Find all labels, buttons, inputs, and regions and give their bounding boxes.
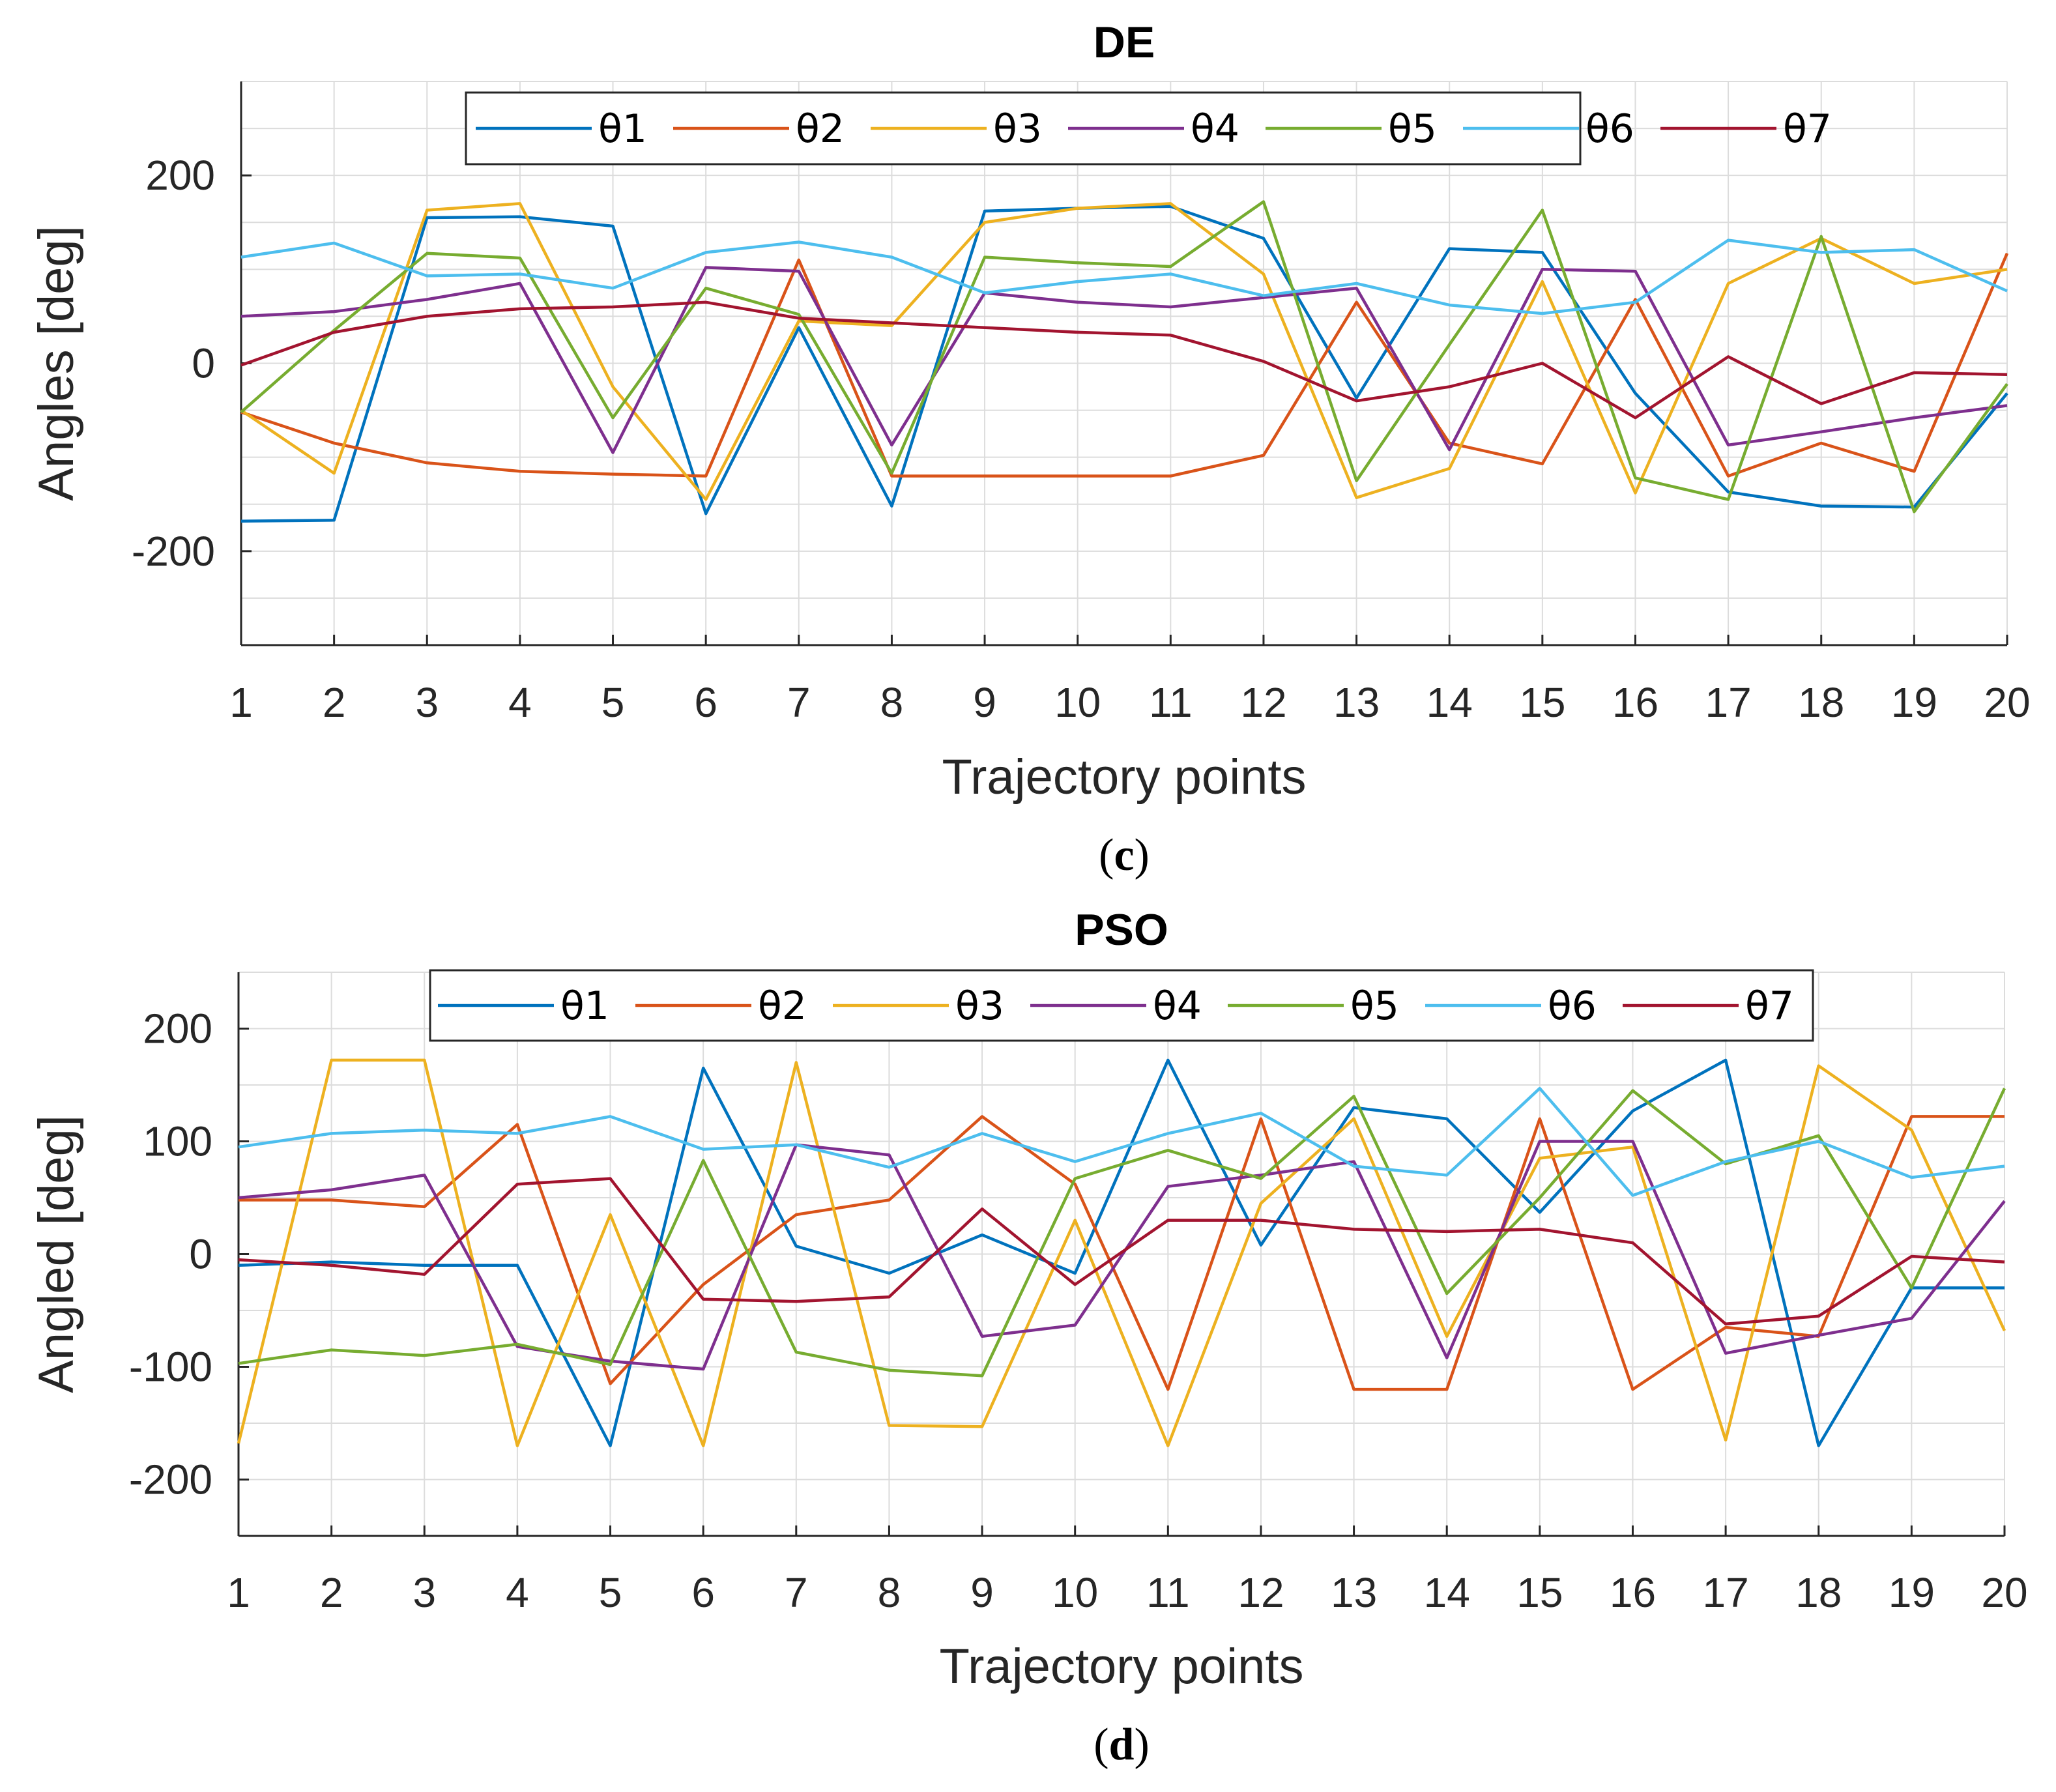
x-tick-label: 15: [1516, 1569, 1563, 1616]
chart-panel-c: 1 2 3 4 5 6 7 8 9 10 11 12 13 14 15 16 17 18 19 20-2000200θ…: [29, 18, 2031, 880]
x-tick-label: 2: [320, 1569, 343, 1616]
x-tick-label: 14: [1426, 679, 1473, 726]
legend-entry-6: θ6: [1548, 983, 1597, 1029]
x-tick-label: 19: [1891, 679, 1937, 726]
series-line-6: [240, 238, 2008, 315]
legend-entry-7: θ7: [1745, 983, 1794, 1029]
series-line-4: [240, 266, 2008, 454]
x-tick-label: 1: [229, 679, 253, 726]
x-tick-label: 3: [415, 679, 439, 726]
chart-title: PSO: [1075, 905, 1168, 955]
legend-entry-1: θ1: [598, 106, 647, 152]
x-tick-label: 13: [1333, 679, 1380, 726]
x-tick-label: 4: [506, 1569, 529, 1616]
series-line-2: [239, 1115, 2005, 1391]
x-tick-label: 14: [1424, 1569, 1470, 1616]
y-axis-label: Angled [deg]: [29, 1115, 84, 1393]
y-tick-label: 200: [145, 152, 215, 199]
x-tick-label: 6: [694, 679, 717, 726]
legend: θ1 θ2 θ3 θ4 θ5 θ6 θ7: [429, 969, 1814, 1042]
x-tick-label: 6: [691, 1569, 715, 1616]
legend-entry-3: θ3: [955, 983, 1004, 1029]
panel-caption: (d): [1093, 1720, 1150, 1770]
x-tick-label: 19: [1889, 1569, 1935, 1616]
x-tick-label: 20: [1984, 679, 2030, 726]
x-axis-label: Trajectory points: [940, 1639, 1304, 1694]
caption-close-paren: ): [1135, 830, 1150, 880]
x-tick-label: 10: [1054, 679, 1101, 726]
legend-entry-5: θ5: [1388, 106, 1437, 152]
series-line-7: [240, 300, 2008, 420]
legend-entry-7: θ7: [1783, 106, 1832, 152]
legend-entry-5: θ5: [1350, 983, 1399, 1029]
x-tick-label: 16: [1610, 1569, 1656, 1616]
x-tick-label: 7: [787, 679, 811, 726]
x-tick-label: 4: [508, 679, 532, 726]
x-tick-label: 15: [1519, 679, 1565, 726]
legend-entry-1: θ1: [560, 983, 609, 1029]
x-tick-label: 9: [970, 1569, 994, 1616]
series-line-5: [238, 1088, 2006, 1378]
legend-entry-2: θ2: [796, 106, 845, 152]
legend-entry-4: θ4: [1153, 983, 1202, 1029]
x-tick-label: 16: [1612, 679, 1658, 726]
x-tick-label: 13: [1331, 1569, 1377, 1616]
caption-letter: c: [1114, 830, 1134, 880]
y-tick-label: 100: [143, 1118, 212, 1165]
x-tick-label: 2: [323, 679, 346, 726]
series-line-2: [240, 252, 2009, 478]
y-tick-label: -200: [132, 528, 215, 575]
x-tick-label: 5: [599, 1569, 622, 1616]
caption-close-paren: ): [1134, 1720, 1149, 1770]
series-line-1: [238, 1058, 2005, 1447]
x-tick-label: 8: [880, 679, 904, 726]
y-tick-label: 200: [143, 1005, 212, 1052]
x-tick-label: 12: [1238, 1569, 1284, 1616]
x-tick-label: 17: [1703, 1569, 1749, 1616]
legend-box: [465, 91, 1582, 166]
series-line-3: [237, 1058, 2006, 1447]
panel-caption: (c): [1099, 830, 1150, 880]
y-tick-label: 0: [192, 340, 215, 387]
y-tick-label: 0: [189, 1231, 212, 1278]
x-tick-label: 11: [1149, 679, 1192, 726]
chart-panel-d: 1 2 3 4 5 6 7 8 9 10 11 12 13 14 15 16 17 18 19 20-200-1000…: [29, 905, 2028, 1770]
legend-entry-6: θ6: [1585, 106, 1634, 152]
x-tick-label: 9: [973, 679, 996, 726]
series-line-7: [238, 1177, 2005, 1326]
x-tick-label: 12: [1240, 679, 1286, 726]
y-axis-label: Angles [deg]: [29, 225, 84, 501]
y-tick-label: -100: [129, 1344, 212, 1391]
x-tick-label: 10: [1052, 1569, 1098, 1616]
x-tick-label: 1: [227, 1569, 250, 1616]
caption-open-paren: (: [1099, 830, 1114, 880]
legend-entry-4: θ4: [1191, 106, 1239, 152]
x-tick-label: 5: [601, 679, 625, 726]
chart-title: DE: [1093, 18, 1155, 67]
x-tick-label: 17: [1705, 679, 1752, 726]
x-tick-label: 3: [413, 1569, 436, 1616]
x-tick-label: 18: [1798, 679, 1844, 726]
caption-letter: d: [1109, 1720, 1135, 1770]
series-line-6: [238, 1086, 2005, 1197]
x-tick-label: 11: [1146, 1569, 1189, 1616]
legend-entry-2: θ2: [758, 983, 807, 1029]
x-tick-label: 18: [1795, 1569, 1842, 1616]
caption-open-paren: (: [1093, 1720, 1108, 1770]
x-tick-label: 7: [785, 1569, 808, 1616]
x-tick-label: 20: [1981, 1569, 2027, 1616]
x-tick-label: 8: [878, 1569, 901, 1616]
series-line-5: [240, 200, 2008, 513]
legend-entry-3: θ3: [993, 106, 1042, 152]
x-axis-label: Trajectory points: [942, 749, 1307, 805]
y-tick-label: -200: [129, 1456, 212, 1503]
legend: θ1 θ2 θ3 θ4 θ5 θ6 θ7: [465, 91, 1832, 166]
series-line-3: [240, 202, 2008, 501]
